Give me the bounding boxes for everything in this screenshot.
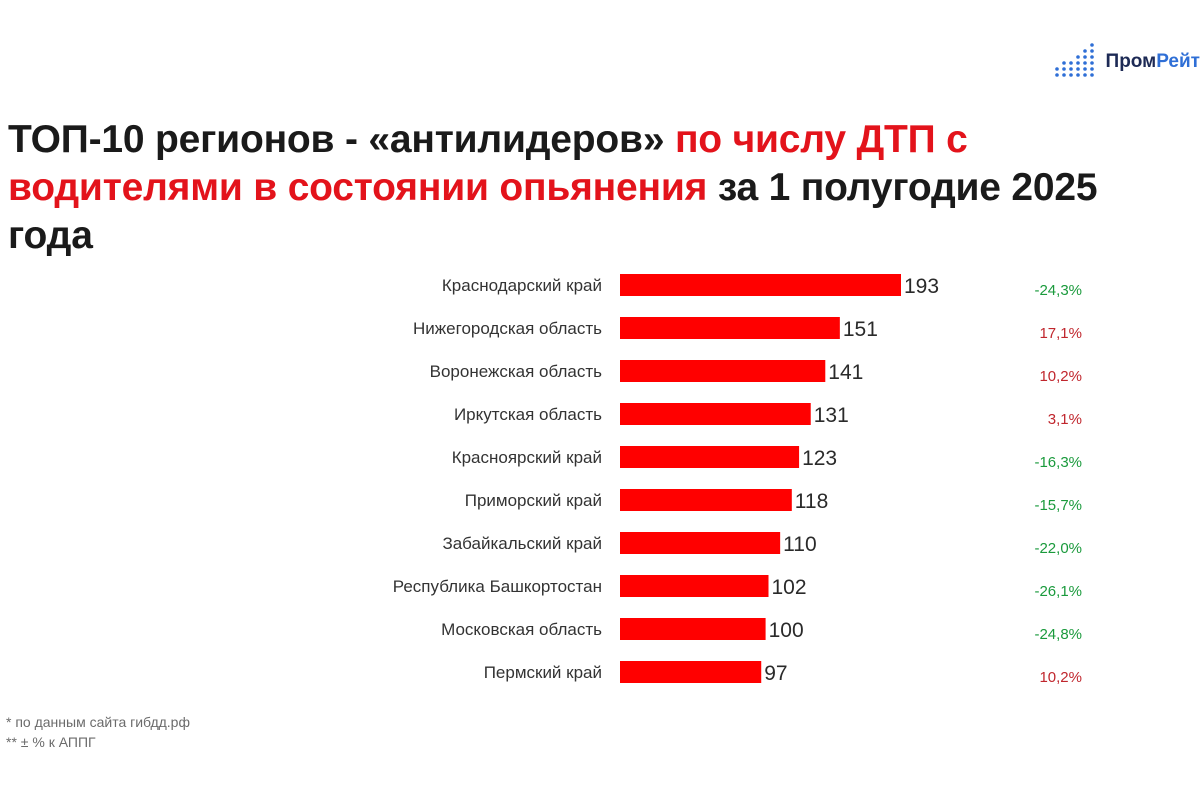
category-label: Краснодарский край bbox=[442, 276, 602, 295]
change-label: 10,2% bbox=[1039, 368, 1082, 385]
change-label: 17,1% bbox=[1039, 325, 1082, 342]
category-label: Московская область bbox=[441, 620, 602, 639]
footnote-appg: ** ± % к АППГ bbox=[6, 734, 96, 750]
logo: ПромРейт bbox=[1054, 42, 1200, 82]
change-label: 10,2% bbox=[1039, 669, 1082, 686]
category-label: Приморский край bbox=[465, 491, 602, 510]
value-label: 193 bbox=[904, 275, 939, 298]
category-label: Нижегородская область bbox=[413, 319, 602, 338]
bar bbox=[620, 489, 792, 511]
change-label: 3,1% bbox=[1048, 411, 1082, 428]
logo-text: ПромРейт bbox=[1106, 51, 1200, 73]
change-label: -22,0% bbox=[1034, 540, 1082, 557]
title-part3: за 1 полугодие 2025 года bbox=[8, 166, 1098, 257]
logo-dots-icon bbox=[1054, 43, 1094, 77]
logo-text-part1: Пром bbox=[1105, 51, 1157, 72]
bar bbox=[620, 360, 826, 382]
change-label: -24,8% bbox=[1034, 626, 1082, 643]
value-label: 102 bbox=[772, 576, 807, 599]
chart-title: ТОП-10 регионов - «антилидеров» по числу… bbox=[8, 116, 1188, 260]
footnote-source: * по данным сайта гибдд.рф bbox=[6, 714, 190, 730]
value-label: 123 bbox=[802, 447, 837, 470]
change-label: -15,7% bbox=[1034, 497, 1082, 514]
bar bbox=[620, 575, 769, 597]
value-label: 100 bbox=[769, 619, 804, 642]
title-part1: ТОП-10 регионов - «антилидеров» bbox=[8, 118, 675, 161]
value-label: 118 bbox=[795, 490, 828, 513]
category-label: Воронежская область bbox=[430, 362, 603, 381]
change-label: -24,3% bbox=[1034, 282, 1082, 299]
category-label: Иркутская область bbox=[454, 405, 602, 424]
bar bbox=[620, 403, 811, 425]
category-label: Красноярский край bbox=[452, 448, 602, 467]
logo-text-part2: Рейт bbox=[1156, 51, 1200, 72]
value-label: 131 bbox=[814, 404, 849, 427]
bar bbox=[620, 532, 781, 554]
bar bbox=[620, 274, 901, 296]
value-label: 151 bbox=[843, 318, 878, 341]
title-highlight: по числу ДТП с водителями в состоянии оп… bbox=[8, 118, 968, 209]
value-label: 110 bbox=[783, 533, 816, 556]
bar bbox=[620, 618, 766, 640]
change-label: -16,3% bbox=[1034, 454, 1082, 471]
change-label: -26,1% bbox=[1034, 583, 1082, 600]
category-label: Забайкальский край bbox=[442, 534, 602, 553]
value-label: 141 bbox=[828, 361, 863, 384]
category-label: Пермский край bbox=[484, 663, 602, 682]
footnotes: * по данным сайта гибдд.рф ** ± % к АППГ bbox=[6, 712, 190, 752]
value-label: 97 bbox=[764, 662, 787, 685]
bar bbox=[620, 446, 800, 468]
category-label: Республика Башкортостан bbox=[393, 577, 602, 596]
bar bbox=[620, 317, 840, 339]
bar bbox=[620, 661, 762, 683]
